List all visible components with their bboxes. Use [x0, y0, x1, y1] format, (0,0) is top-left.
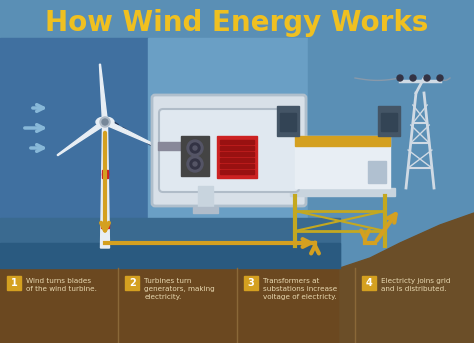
- Bar: [220, 164, 254, 168]
- Bar: [217, 136, 257, 178]
- Circle shape: [410, 75, 416, 81]
- FancyBboxPatch shape: [152, 95, 306, 206]
- Text: Wind turns blades
of the wind turbine.: Wind turns blades of the wind turbine.: [26, 278, 97, 292]
- Text: How Wind Energy Works: How Wind Energy Works: [46, 9, 428, 37]
- Bar: [220, 170, 254, 174]
- Bar: [198, 186, 213, 208]
- Bar: [295, 136, 390, 188]
- Bar: [277, 106, 299, 136]
- Bar: [126, 276, 139, 290]
- Bar: [378, 106, 400, 136]
- Circle shape: [190, 159, 200, 169]
- FancyBboxPatch shape: [159, 109, 299, 192]
- Bar: [308, 38, 474, 268]
- Text: 1: 1: [10, 278, 18, 288]
- Bar: [290, 188, 395, 196]
- Text: 4: 4: [366, 278, 373, 288]
- Bar: [0, 243, 340, 268]
- Bar: [148, 38, 308, 268]
- Text: Transformers at
substations increase
voltage of electricty.: Transformers at substations increase vol…: [263, 278, 337, 299]
- Circle shape: [102, 119, 108, 125]
- Bar: [368, 161, 386, 183]
- Bar: [220, 158, 254, 162]
- Bar: [181, 136, 209, 176]
- Bar: [295, 136, 390, 146]
- Bar: [0, 268, 474, 343]
- Bar: [220, 152, 254, 156]
- Bar: [220, 140, 254, 144]
- Bar: [102, 170, 109, 175]
- Polygon shape: [57, 120, 107, 156]
- Circle shape: [187, 156, 203, 172]
- Circle shape: [397, 75, 403, 81]
- Bar: [0, 38, 148, 268]
- Circle shape: [193, 162, 197, 166]
- Bar: [363, 276, 376, 290]
- Text: 2: 2: [129, 278, 136, 288]
- Bar: [220, 146, 254, 150]
- Circle shape: [100, 117, 110, 127]
- Bar: [193, 207, 218, 213]
- Ellipse shape: [96, 117, 114, 127]
- Circle shape: [187, 140, 203, 156]
- Bar: [7, 276, 21, 290]
- Bar: [158, 142, 188, 150]
- Circle shape: [193, 146, 197, 150]
- Polygon shape: [104, 120, 158, 147]
- Circle shape: [424, 75, 430, 81]
- Polygon shape: [340, 213, 474, 343]
- Bar: [0, 218, 340, 268]
- Polygon shape: [100, 125, 109, 248]
- Bar: [101, 173, 109, 178]
- Bar: [381, 113, 397, 131]
- Text: 3: 3: [247, 278, 255, 288]
- Polygon shape: [100, 64, 108, 122]
- Bar: [101, 223, 109, 228]
- Bar: [244, 276, 258, 290]
- Bar: [280, 113, 296, 131]
- Circle shape: [437, 75, 443, 81]
- Text: Turbines turn
generators, making
electricity.: Turbines turn generators, making electri…: [145, 278, 215, 299]
- Circle shape: [190, 143, 200, 153]
- Text: Electricty joins grid
and is distributed.: Electricty joins grid and is distributed…: [382, 278, 451, 292]
